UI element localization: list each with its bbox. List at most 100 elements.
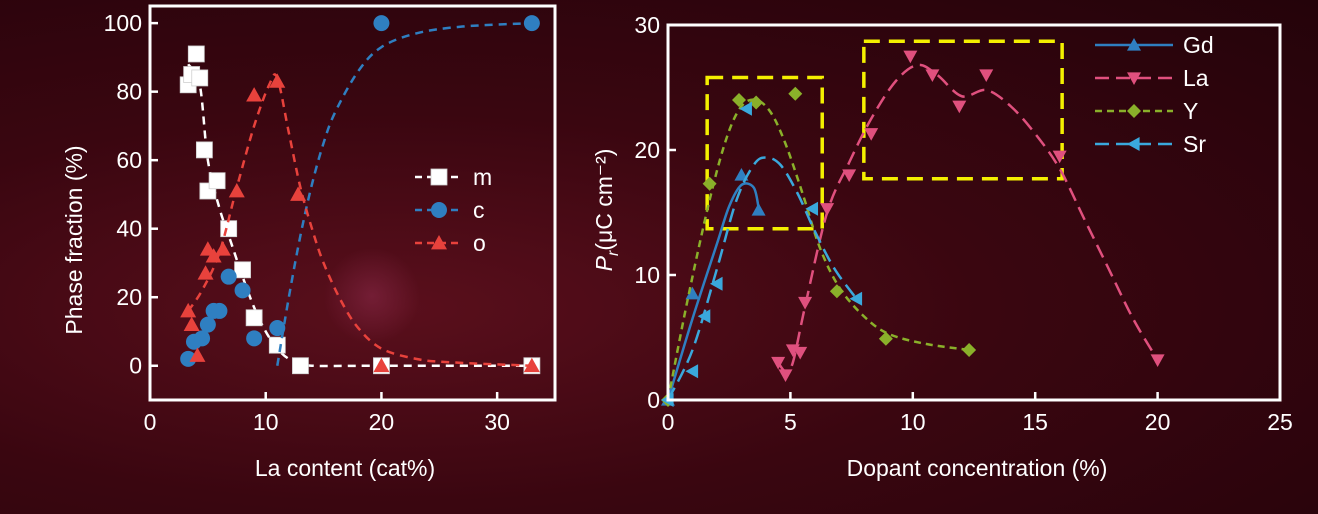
x-tick-label: 20	[369, 409, 395, 435]
series-Sr-point	[849, 291, 863, 306]
legend-item-Sr: Sr	[1095, 131, 1206, 157]
x-tick-label: 0	[144, 409, 157, 435]
series-c-point	[246, 330, 263, 347]
series-Y-point	[702, 176, 717, 191]
series-o-point	[180, 302, 197, 318]
legend-item-c: c	[415, 197, 485, 223]
chart-right-y-axis-unit: (μC cm⁻²)	[591, 149, 617, 251]
y-tick-label: 10	[634, 262, 660, 288]
series-La-point	[820, 203, 835, 216]
series-Gd	[661, 168, 766, 406]
chart-right-y-axis-subscript: r	[605, 250, 622, 256]
legend-label: La	[1183, 65, 1209, 91]
chart-left-y-axis-label: Phase fraction (%)	[61, 145, 87, 334]
legend-label: m	[473, 164, 492, 190]
chart-left-plot	[179, 15, 541, 375]
series-La-point	[1052, 150, 1067, 164]
legend-label: Gd	[1183, 32, 1214, 58]
series-La-point	[771, 356, 786, 370]
y-tick-label: 0	[647, 387, 660, 413]
chart-right-y-axis-symbol: P	[591, 255, 617, 271]
series-Y-line	[666, 98, 970, 401]
series-o-point	[214, 241, 231, 256]
series-o-point	[197, 265, 214, 280]
series-o-point	[205, 248, 222, 263]
series-c-point	[199, 316, 216, 333]
series-Sr-point	[685, 364, 699, 379]
chart-right-y-ticks: 0 10 20 30	[634, 12, 676, 413]
series-Gd-line	[666, 182, 760, 401]
series-o-point	[290, 186, 307, 201]
series-c-line	[276, 21, 532, 366]
chart-left-x-ticks: 0 10 20 30	[144, 392, 510, 435]
series-m-point	[220, 220, 238, 238]
chart-right-y-axis-label: Pr(μC cm⁻²)	[591, 149, 622, 272]
y-tick-label: 20	[634, 137, 660, 163]
legend-marker	[1127, 104, 1141, 118]
series-c-point	[234, 282, 251, 299]
series-c-point	[373, 15, 390, 32]
series-m-point	[191, 69, 209, 87]
chart-left-x-axis-label: La content (cat%)	[255, 455, 435, 481]
highlight-box	[705, 75, 824, 231]
series-La-point	[793, 346, 808, 360]
legend-marker	[430, 168, 448, 186]
series-o-point	[246, 87, 263, 102]
series-Gd-point	[685, 286, 700, 300]
series-m-point	[268, 336, 286, 354]
series-c-point	[180, 350, 197, 367]
series-c-point	[269, 320, 286, 337]
x-tick-label: 0	[662, 409, 675, 435]
series-c-point	[194, 330, 211, 347]
series-Sr-point	[739, 101, 752, 116]
legend-marker	[1127, 72, 1141, 85]
series-La-point	[778, 369, 793, 382]
x-tick-label: 10	[900, 409, 926, 435]
chart-left-legend: mco	[415, 164, 492, 256]
series-o-line	[187, 73, 532, 367]
legend-item-La: La	[1095, 65, 1209, 91]
series-m-point	[245, 309, 263, 327]
legend-item-Gd: Gd	[1095, 32, 1214, 58]
series-Sr-line	[666, 156, 858, 401]
legend-item-m: m	[415, 164, 492, 190]
legend-marker	[431, 202, 447, 218]
series-m-point	[195, 141, 213, 159]
series-Y-point	[731, 93, 746, 107]
series-La-point	[842, 169, 857, 182]
x-tick-label: 15	[1022, 409, 1048, 435]
series-m-line	[187, 63, 532, 368]
series-o	[180, 73, 540, 373]
y-tick-label: 100	[104, 10, 142, 36]
y-tick-label: 60	[116, 147, 142, 173]
legend-label: c	[473, 197, 485, 223]
series-o-point	[189, 347, 206, 362]
series-o-point	[228, 183, 245, 198]
series-La-point	[864, 128, 879, 141]
legend-marker	[1127, 38, 1141, 51]
series-La-point	[798, 296, 813, 310]
series-o-point	[373, 357, 390, 373]
series-La-point	[1150, 354, 1165, 367]
y-tick-label: 40	[116, 216, 142, 242]
series-c-point	[211, 302, 228, 319]
chart-right-legend: Gd La Y Sr	[1095, 32, 1214, 157]
series-La-line	[777, 63, 1159, 373]
legend-label: Y	[1183, 98, 1198, 124]
y-tick-label: 30	[634, 12, 660, 38]
series-m-point	[292, 357, 309, 375]
series-La	[771, 50, 1165, 382]
series-Sr-point	[697, 309, 711, 324]
series-m-point	[187, 45, 205, 63]
x-tick-label: 20	[1145, 409, 1171, 435]
series-Sr	[661, 101, 863, 407]
y-tick-label: 80	[116, 79, 142, 105]
legend-label: Sr	[1183, 131, 1206, 157]
series-Y	[661, 86, 977, 407]
series-c-point	[220, 268, 237, 285]
series-La-point	[952, 100, 967, 114]
series-La-point	[979, 69, 994, 82]
series-Y-point	[962, 343, 977, 357]
chart-right-x-axis-label: Dopant concentration (%)	[847, 455, 1108, 481]
chart-left-y-ticks: 0 20 40 60 80 100	[104, 10, 158, 379]
